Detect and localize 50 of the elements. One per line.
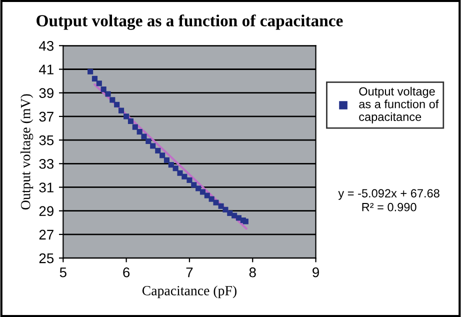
y-tick-label: 41 <box>39 64 54 74</box>
x-axis-title: Capacitance (pF) <box>142 286 236 298</box>
y-axis-title: Output voltage (mV) <box>20 94 34 210</box>
point <box>114 102 120 108</box>
point <box>92 76 98 82</box>
point <box>105 91 111 97</box>
x-tick-label: 7 <box>186 268 193 278</box>
point <box>182 174 188 180</box>
legend-label: Output voltage as a function of capacitance <box>359 86 439 124</box>
point <box>128 118 134 124</box>
y-tick-label: 25 <box>39 253 54 264</box>
point <box>200 189 206 195</box>
point <box>110 97 116 103</box>
y-tick-label: 29 <box>39 206 54 216</box>
point <box>160 152 166 158</box>
text: y = -5.092x + 67.68 <box>338 189 440 200</box>
point <box>136 129 142 135</box>
point <box>150 143 156 149</box>
y-tick-label: 43 <box>39 40 54 51</box>
point <box>124 114 130 120</box>
chart-title: Output voltage as a function of capacitance <box>36 14 343 30</box>
x-tick-label: 9 <box>312 267 319 278</box>
text: R² = 0.990 <box>362 202 416 212</box>
y-tick-label: 33 <box>39 158 54 169</box>
point <box>213 200 219 206</box>
point <box>204 192 210 198</box>
point <box>164 157 170 163</box>
point <box>242 218 248 224</box>
y-tick-label: 27 <box>39 230 54 240</box>
point <box>146 138 152 144</box>
point <box>96 80 102 86</box>
point <box>100 86 106 92</box>
point <box>155 148 161 154</box>
point <box>186 177 192 183</box>
point <box>88 68 94 74</box>
point <box>222 206 228 212</box>
y-tick-label: 39 <box>39 88 54 98</box>
point <box>177 170 183 176</box>
x-tick-label: 5 <box>60 268 66 278</box>
x-tick-label: 8 <box>249 267 256 278</box>
point <box>196 186 202 192</box>
y-tick-label: 31 <box>39 182 54 192</box>
y-tick-label: 37 <box>39 112 54 122</box>
point <box>172 166 178 172</box>
point <box>141 134 147 140</box>
point <box>168 162 174 168</box>
y-tick-label: 35 <box>39 135 54 146</box>
point <box>132 124 138 130</box>
point <box>118 108 124 114</box>
x-tick-label: 6 <box>123 267 130 278</box>
